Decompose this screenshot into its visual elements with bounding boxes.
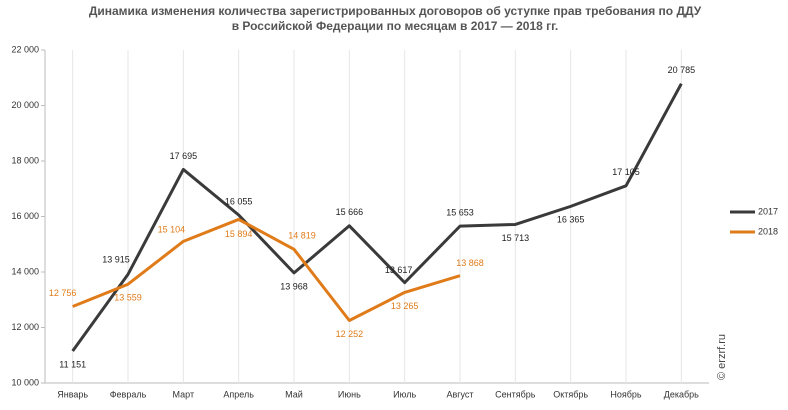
y-tick-label: 12 000 [11,322,39,332]
data-label: 13 265 [391,301,419,311]
x-tick-label: Сентябрь [495,389,536,399]
legend-label: 2018 [758,226,778,236]
data-label: 14 819 [288,231,316,241]
y-tick-label: 18 000 [11,155,39,165]
data-label: 13 617 [385,265,413,275]
x-tick-label: Август [446,389,473,399]
x-tick-label: Март [173,389,195,399]
data-label: 13 915 [102,255,130,265]
legend-label: 2017 [758,206,778,216]
data-label: 17 695 [170,151,198,161]
data-label: 12 252 [336,329,364,339]
data-label: 20 785 [668,65,696,75]
data-label: 15 713 [502,233,530,243]
x-tick-label: Июль [393,389,416,399]
x-tick-label: Апрель [223,389,254,399]
data-label: 15 894 [225,229,253,239]
x-tick-label: Май [285,389,303,399]
chart-title: Динамика изменения количества зарегистри… [89,4,702,18]
data-label: 13 868 [456,258,484,268]
y-tick-label: 14 000 [11,266,39,276]
watermark: © erzrf.ru [716,334,728,380]
data-label: 15 653 [446,208,474,218]
line-2017 [71,83,683,352]
data-label: 12 756 [49,288,77,298]
data-label: 16 365 [557,215,585,225]
y-tick-label: 20 000 [11,100,39,110]
line-2018 [72,217,461,323]
data-label: 13 559 [114,293,142,303]
chart-title: в Российской Федерации по месяцам в 2017… [232,19,559,33]
y-tick-label: 16 000 [11,211,39,221]
x-tick-label: Февраль [110,389,147,399]
y-tick-label: 22 000 [11,44,39,54]
data-label: 16 055 [225,196,253,206]
data-label: 17 105 [612,167,640,177]
x-tick-label: Ноябрь [610,389,642,399]
data-label: 15 666 [336,207,364,217]
y-tick-label: 10 000 [11,377,39,387]
data-label: 11 151 [59,359,86,369]
x-tick-label: Октябрь [553,389,588,399]
x-tick-label: Январь [57,389,88,399]
x-tick-label: Декабрь [664,389,699,399]
x-tick-label: Июнь [338,389,361,399]
data-label: 13 968 [280,281,308,291]
data-label: 15 104 [158,225,186,235]
